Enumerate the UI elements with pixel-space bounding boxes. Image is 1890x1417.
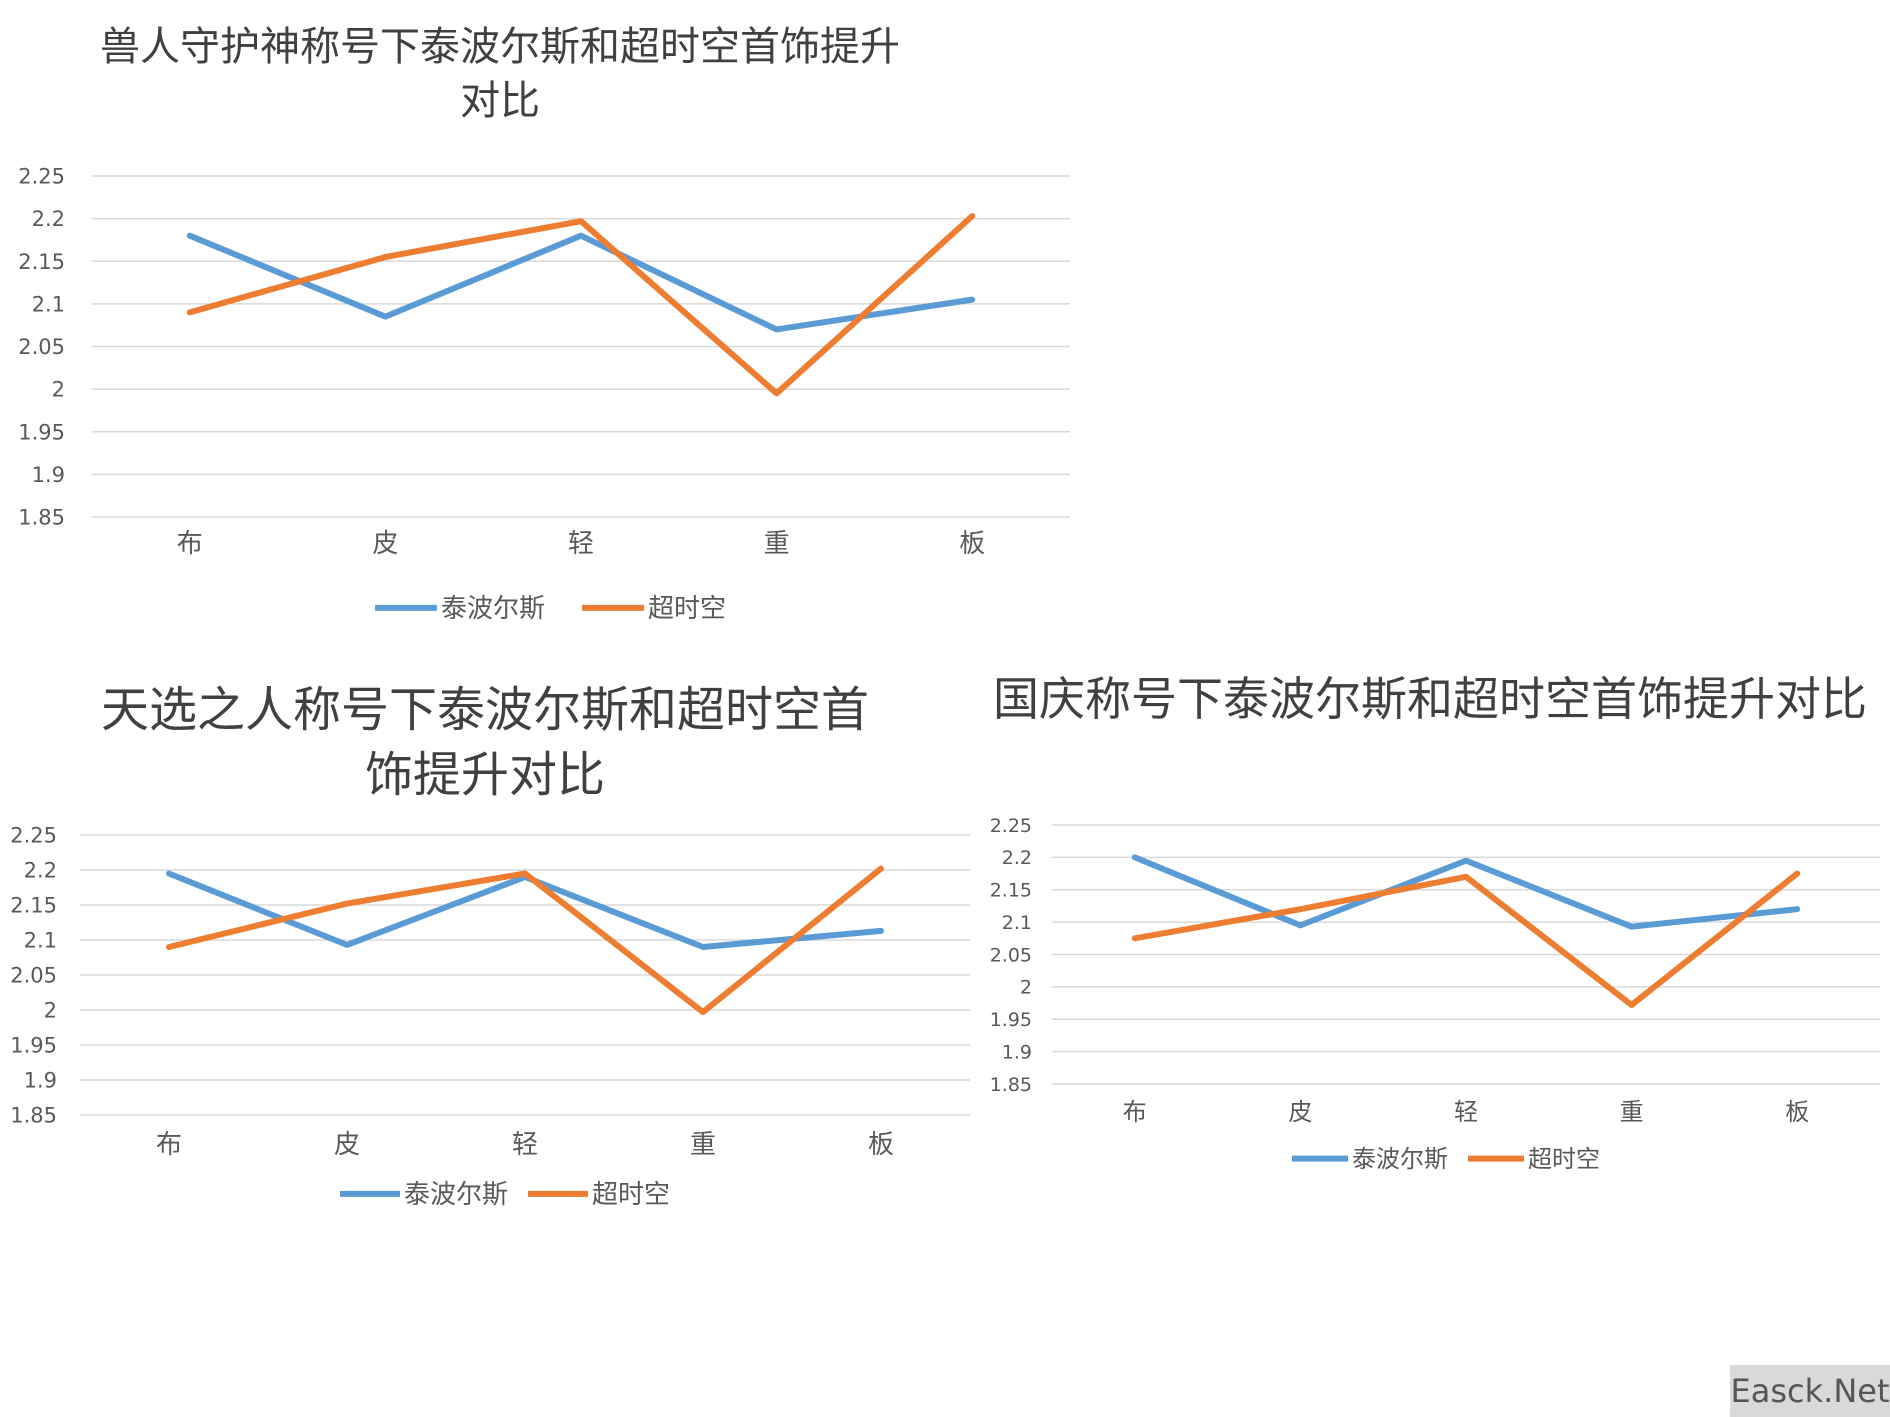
legend-label: 超时空 <box>648 594 726 624</box>
y-tick-label: 2.1 <box>32 292 65 316</box>
series-line <box>166 870 884 950</box>
y-tick-label: 2 <box>52 378 65 402</box>
legend-label: 泰波尔斯 <box>1352 1145 1448 1173</box>
chart-title: 国庆称号下泰波尔斯和超时空首饰提升对比 <box>993 672 1867 726</box>
data-point <box>383 315 387 319</box>
y-tick-label: 2.25 <box>10 824 57 848</box>
data-point <box>523 872 527 875</box>
chart-2: 天选之人称号下泰波尔斯和超时空首饰提升对比 2.25 2.2 2.15 2.1 2.05… <box>0 650 980 1270</box>
legend-label: 泰波尔斯 <box>441 594 545 624</box>
chart-1: 兽人守护神称号下泰波尔斯和超时空首饰提升对比 2.25 2.2 2.15 2.1 2.0… <box>0 0 1080 650</box>
x-tick-label: 布 <box>156 1130 182 1160</box>
x-tick-label: 重 <box>764 529 790 559</box>
data-point <box>1630 925 1634 929</box>
data-point <box>970 298 974 302</box>
y-tick-label: 2 <box>1020 977 1032 999</box>
data-point <box>1795 907 1799 911</box>
series-line <box>186 232 976 333</box>
data-point <box>970 214 974 218</box>
series-line <box>1131 870 1801 1009</box>
x-tick-label: 重 <box>690 1130 716 1160</box>
y-tick-label: 2.15 <box>18 250 65 274</box>
data-point <box>1298 923 1302 927</box>
data-point <box>701 1010 705 1014</box>
y-tick-label: 2.05 <box>10 964 57 988</box>
series-line <box>1131 854 1801 930</box>
chart-3: 国庆称号下泰波尔斯和超时空首饰提升对比 2.25 2.2 2.15 2.1 2.05 2 1… <box>980 650 1890 1250</box>
y-tick-label: 2.1 <box>24 929 57 953</box>
data-point <box>879 867 883 871</box>
data-point <box>345 902 349 906</box>
data-point <box>879 929 883 933</box>
data-point <box>167 945 171 949</box>
y-tick-label: 2.1 <box>1002 912 1032 934</box>
data-point <box>188 234 192 238</box>
y-tick-label: 1.9 <box>32 463 65 487</box>
y-tick-label: 1.9 <box>24 1069 57 1093</box>
y-tick-label: 1.85 <box>10 1104 57 1128</box>
y-tick-label: 1.9 <box>1002 1041 1032 1063</box>
data-point <box>775 327 779 331</box>
x-tick-label: 布 <box>1123 1098 1147 1126</box>
data-point <box>1795 872 1799 876</box>
y-tick-label: 2.15 <box>10 894 57 918</box>
data-point <box>1464 875 1468 879</box>
x-tick-label: 轻 <box>568 529 594 559</box>
x-tick-label: 皮 <box>334 1130 360 1160</box>
x-tick-label: 板 <box>1785 1098 1809 1126</box>
data-point <box>167 872 171 875</box>
x-tick-label: 皮 <box>372 529 398 559</box>
data-point <box>1630 1003 1634 1007</box>
y-tick-label: 1.95 <box>10 1034 57 1058</box>
y-tick-label: 1.95 <box>990 1009 1032 1031</box>
data-point <box>1298 907 1302 911</box>
data-point <box>1464 859 1468 863</box>
data-point <box>579 234 583 238</box>
y-tick-label: 2.05 <box>18 335 65 359</box>
x-tick-label: 板 <box>959 529 985 559</box>
data-point <box>701 945 705 949</box>
data-point <box>188 310 192 314</box>
legend-label: 超时空 <box>1528 1145 1600 1173</box>
y-tick-label: 2.2 <box>1002 847 1032 869</box>
data-point <box>1133 936 1137 940</box>
legend-label: 泰波尔斯 <box>404 1180 508 1210</box>
legend-label: 超时空 <box>592 1180 670 1210</box>
x-tick-label: 重 <box>1620 1098 1644 1126</box>
y-tick-label: 2.2 <box>24 859 57 883</box>
chart-title: 兽人守护神称号下泰波尔斯和超时空首饰提升对比 <box>100 24 900 124</box>
data-point <box>775 391 779 395</box>
series-line <box>186 213 976 397</box>
y-tick-label: 2.15 <box>990 880 1032 902</box>
data-point <box>579 219 583 223</box>
chart-title: 天选之人称号下泰波尔斯和超时空首饰提升对比 <box>100 682 869 803</box>
y-tick-label: 2.25 <box>990 815 1032 837</box>
y-tick-label: 2 <box>44 999 57 1023</box>
data-point <box>345 943 349 947</box>
y-tick-label: 2.25 <box>18 165 65 189</box>
data-point <box>383 255 387 259</box>
y-tick-label: 1.95 <box>18 420 65 444</box>
y-tick-label: 2.05 <box>990 944 1032 966</box>
x-tick-label: 轻 <box>1454 1098 1478 1126</box>
watermark: Easck.Net <box>1730 1365 1890 1417</box>
data-point <box>1133 855 1137 859</box>
y-tick-label: 1.85 <box>990 1074 1032 1096</box>
y-tick-label: 1.85 <box>18 506 65 530</box>
x-tick-label: 板 <box>868 1130 894 1160</box>
x-tick-label: 皮 <box>1288 1098 1312 1126</box>
y-tick-label: 2.2 <box>32 207 65 231</box>
x-tick-label: 轻 <box>512 1130 538 1160</box>
x-tick-label: 布 <box>177 529 203 559</box>
